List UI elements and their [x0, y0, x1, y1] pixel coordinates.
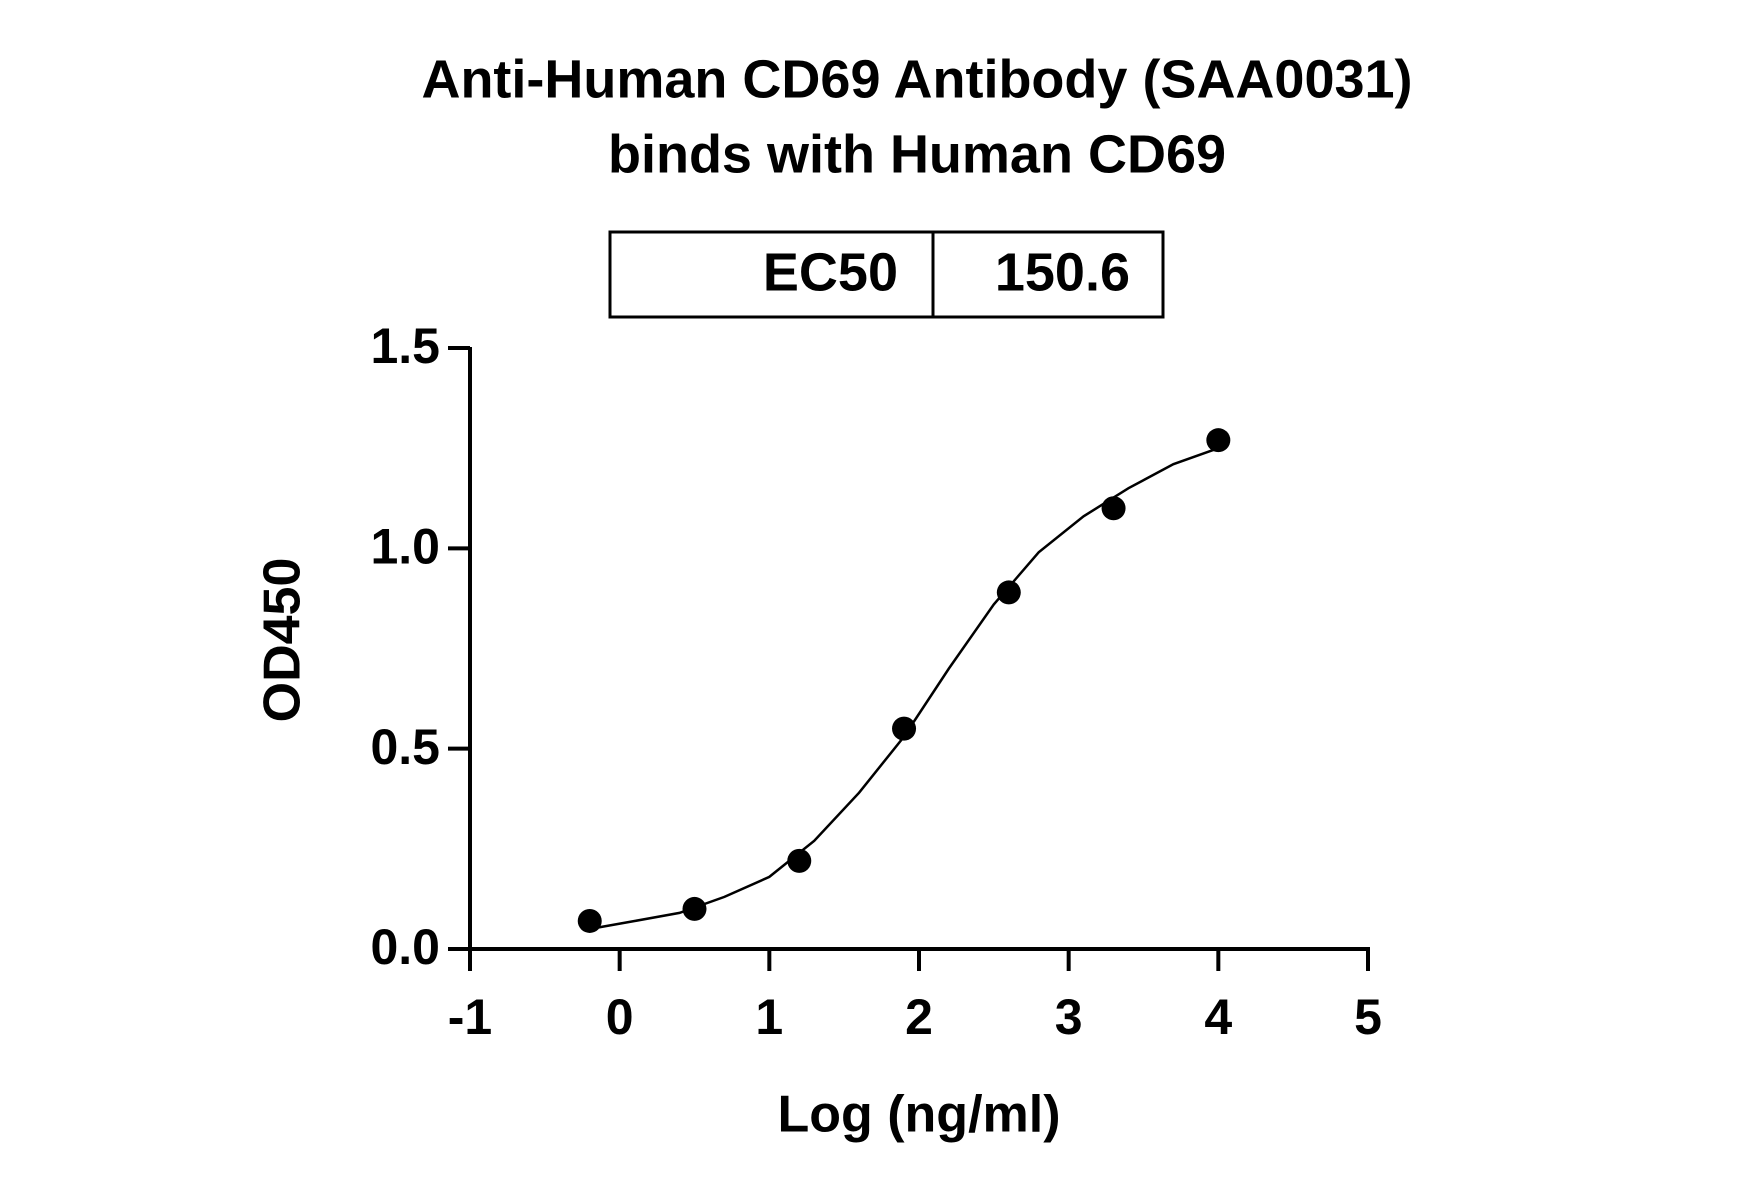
- chart-title: Anti-Human CD69 Antibody (SAA0031): [421, 49, 1412, 109]
- x-tick-label: 1: [755, 989, 783, 1045]
- fit-curve: [589, 447, 1219, 931]
- x-tick-label: 5: [1354, 989, 1382, 1045]
- data-point: [787, 848, 812, 873]
- x-tick-label: 0: [606, 989, 634, 1045]
- x-tick-label: -1: [448, 989, 492, 1045]
- x-axis-label: Log (ng/ml): [777, 1086, 1060, 1144]
- ec50-value: 150.6: [995, 242, 1130, 302]
- data-point: [682, 896, 707, 921]
- ec50-box: [608, 230, 1165, 319]
- y-tick-label: 0.0: [370, 919, 440, 975]
- y-tick-label: 1.0: [370, 519, 440, 575]
- x-tick-label: 4: [1204, 989, 1232, 1045]
- data-point: [892, 716, 917, 741]
- y-tick-label: 1.5: [370, 318, 440, 374]
- data-point: [996, 580, 1021, 605]
- chart-subtitle: binds with Human CD69: [608, 124, 1226, 184]
- data-point: [1206, 428, 1231, 453]
- x-tick-label: 2: [905, 989, 933, 1045]
- data-point: [577, 908, 602, 933]
- ec50-label: EC50: [763, 242, 898, 302]
- y-axis-label: OD450: [254, 558, 312, 723]
- y-tick-label: 0.5: [370, 719, 440, 775]
- x-tick-label: 3: [1055, 989, 1083, 1045]
- data-point: [1101, 496, 1126, 521]
